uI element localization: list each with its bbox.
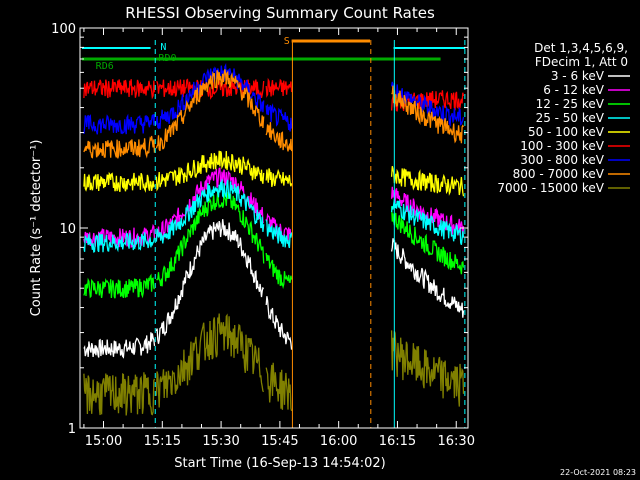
x-tick-label: 15:00 [85,434,122,449]
legend-entry-6: 300 - 800 keV [520,153,604,167]
axis-layer: 15:00 15:15 15:30 15:45 16:00 16:15 16:30 1 10 10… [51,22,475,449]
legend-entry-5: 100 - 300 keV [520,139,604,153]
series-8 [83,313,465,416]
series-3-segment-0 [83,232,156,253]
series-4-segment-3 [390,166,465,197]
data-layer [83,62,465,416]
series-3-segment-3 [390,199,465,246]
legend-entry-7: 800 - 7000 keV [513,167,605,181]
series-6-segment-0 [83,113,156,135]
series-0 [83,219,465,359]
y-axis-label: Count Rate (s⁻¹ detector⁻¹) [29,140,44,317]
series-7-segment-0 [83,135,156,159]
legend-entry-3: 25 - 50 keV [536,111,605,125]
series-2-segment-2 [265,252,293,290]
legend-entry-2: 12 - 25 keV [536,97,605,111]
series-7-segment-3 [391,85,465,144]
series-6-segment-2 [265,103,293,132]
flag-label-n: N [160,42,166,53]
series-2-segment-3 [390,206,465,275]
flag-label-rd0: RD0 [158,53,176,64]
legend-entry-1: 6 - 12 keV [543,83,605,97]
series-0-segment-3 [390,238,465,318]
legend-entry-8: 7000 - 15000 keV [497,181,604,195]
legend-header-line-2: FDecim 1, Att 0 [535,55,628,69]
series-0-segment-2 [265,296,293,350]
series-1-segment-3 [390,186,465,238]
series-5-segment-0 [83,79,156,100]
flag-label-s: S [284,36,290,47]
series-0-segment-0 [83,332,156,359]
series-8-segment-3 [390,330,465,407]
series-1-segment-1 [155,167,265,240]
series-5 [83,77,465,112]
x-tick-label: 16:30 [438,434,475,449]
series-4 [83,150,465,197]
series-8-segment-1 [155,313,265,408]
x-tick-label: 16:00 [320,434,357,449]
legend: Det 1,3,4,5,6,9, FDecim 1, Att 0 3 - 6 k… [497,41,630,195]
series-7-segment-2 [265,122,293,152]
legend-header-line-1: Det 1,3,4,5,6,9, [534,41,628,55]
series-2-segment-1 [156,190,265,287]
series-8-segment-2 [265,362,293,412]
x-tick-label: 16:15 [379,434,416,449]
x-tick-label: 15:15 [144,434,181,449]
x-axis-label: Start Time (16-Sep-13 14:54:02) [174,456,385,471]
series-8-segment-0 [83,372,156,416]
series-4-segment-0 [83,171,156,193]
x-tick-label: 15:30 [202,434,239,449]
legend-entry-0: 3 - 6 keV [551,69,605,83]
series-5-segment-1 [156,77,265,100]
series-4-segment-1 [155,150,265,192]
series-7 [83,69,465,159]
series-3-segment-1 [155,179,265,244]
series-3-segment-2 [265,219,293,249]
series-2 [83,190,465,299]
y-tick-label: 1 [68,422,76,437]
legend-entry-4: 50 - 100 keV [528,125,605,139]
series-5-segment-2 [265,77,293,98]
series-3 [83,179,465,253]
series-7-segment-1 [155,69,265,152]
y-tick-label: 10 [59,222,76,237]
chart-title: RHESSI Observing Summary Count Rates [125,4,435,22]
series-6 [83,62,465,135]
flag-label-rd6: RD6 [96,61,114,72]
series-0-segment-1 [155,219,265,344]
x-tick-label: 15:45 [261,434,298,449]
timestamp: 22-Oct-2021 08:23 [560,468,636,477]
y-tick-label: 100 [51,22,76,37]
series-2-segment-0 [83,273,156,299]
series-4-segment-2 [265,168,293,188]
